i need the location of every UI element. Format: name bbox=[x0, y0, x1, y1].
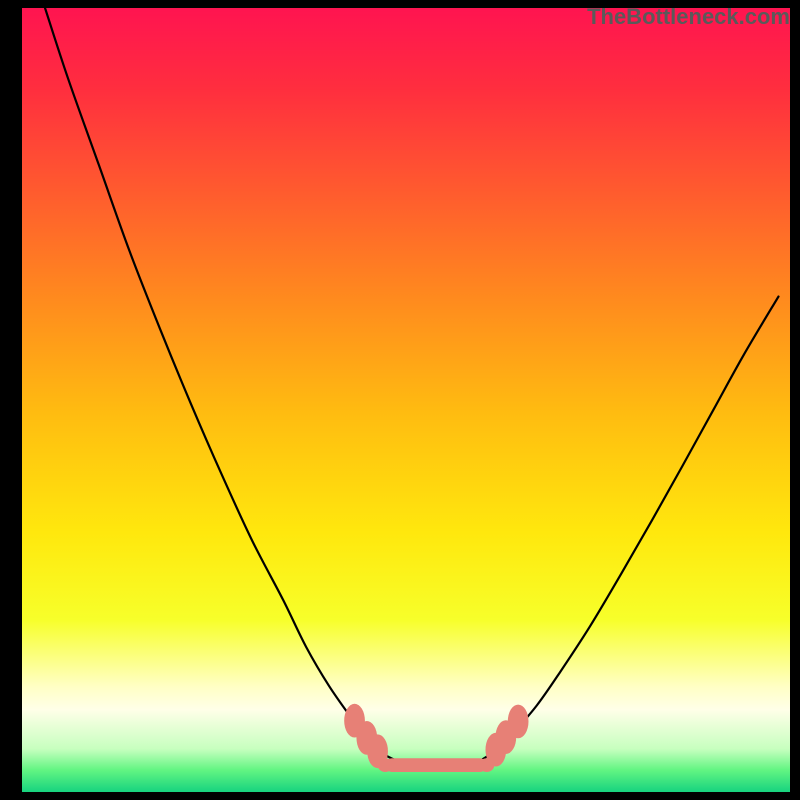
bottleneck-chart: TheBottleneck.com bbox=[0, 0, 800, 800]
plot-svg bbox=[22, 8, 790, 792]
marker-right-2 bbox=[508, 705, 529, 739]
base-band bbox=[385, 758, 486, 772]
watermark-text: TheBottleneck.com bbox=[587, 4, 790, 30]
gradient-background bbox=[22, 8, 790, 792]
marker-left-2 bbox=[367, 734, 388, 768]
